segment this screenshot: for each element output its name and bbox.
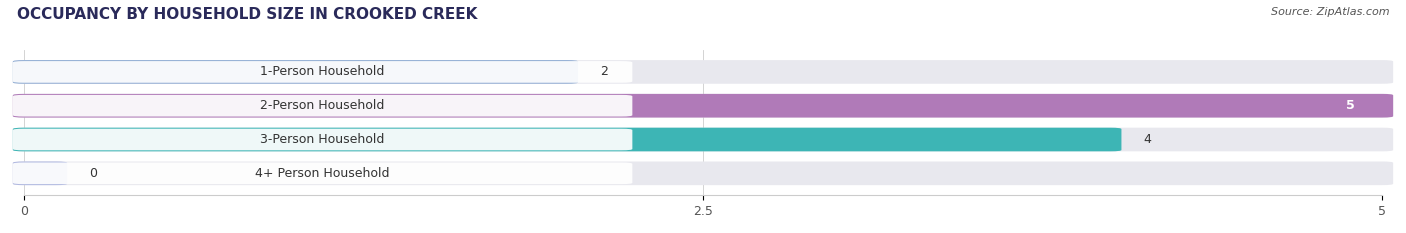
Text: 1-Person Household: 1-Person Household <box>260 65 385 79</box>
Text: 4: 4 <box>1143 133 1152 146</box>
Text: 0: 0 <box>89 167 97 180</box>
FancyBboxPatch shape <box>13 162 633 184</box>
Text: 4+ Person Household: 4+ Person Household <box>256 167 389 180</box>
FancyBboxPatch shape <box>13 60 578 84</box>
FancyBboxPatch shape <box>13 95 633 116</box>
FancyBboxPatch shape <box>13 94 1393 117</box>
FancyBboxPatch shape <box>13 61 633 83</box>
Text: 2-Person Household: 2-Person Household <box>260 99 385 112</box>
FancyBboxPatch shape <box>13 128 1122 151</box>
FancyBboxPatch shape <box>13 161 1393 185</box>
FancyBboxPatch shape <box>13 128 1393 151</box>
Text: OCCUPANCY BY HOUSEHOLD SIZE IN CROOKED CREEK: OCCUPANCY BY HOUSEHOLD SIZE IN CROOKED C… <box>17 7 477 22</box>
Text: 3-Person Household: 3-Person Household <box>260 133 385 146</box>
FancyBboxPatch shape <box>13 94 1393 117</box>
FancyBboxPatch shape <box>13 161 67 185</box>
Text: 2: 2 <box>600 65 607 79</box>
Text: 5: 5 <box>1347 99 1355 112</box>
Text: Source: ZipAtlas.com: Source: ZipAtlas.com <box>1271 7 1389 17</box>
FancyBboxPatch shape <box>13 60 1393 84</box>
FancyBboxPatch shape <box>13 129 633 150</box>
